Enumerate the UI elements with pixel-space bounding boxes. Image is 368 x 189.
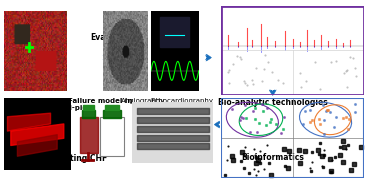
Text: Elaborating CHF: Elaborating CHF [36, 154, 107, 163]
Text: Control: Control [155, 149, 174, 154]
Bar [84, 105, 94, 110]
Text: Validation: Validation [158, 154, 202, 163]
Bar [82, 110, 95, 118]
Text: Angiography: Angiography [121, 98, 165, 104]
Bar [100, 117, 124, 156]
Bar [103, 110, 121, 118]
Text: Chronic Heart Failure model in
Mini-pig: Chronic Heart Failure model in Mini-pig [11, 98, 132, 111]
Text: Echocardiography: Echocardiography [150, 98, 213, 104]
Bar [160, 17, 189, 47]
Text: Bioinformatics: Bioinformatics [241, 153, 304, 162]
Bar [105, 105, 119, 110]
Bar [80, 117, 98, 153]
Text: Model: Model [183, 149, 199, 154]
Text: Evaluation: Evaluation [90, 33, 136, 42]
Text: Bio-analytic technologies: Bio-analytic technologies [218, 98, 328, 107]
